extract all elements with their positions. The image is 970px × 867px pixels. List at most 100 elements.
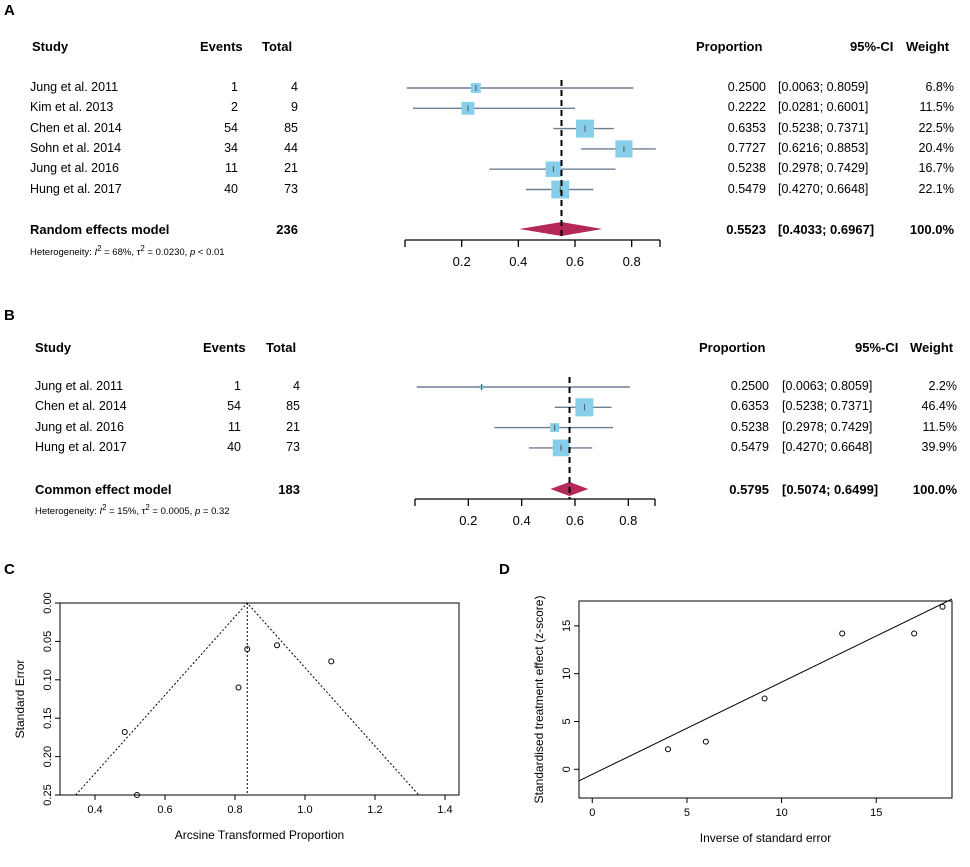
proportion-value: 0.2500	[730, 379, 769, 393]
x-tick-label: 0.2	[459, 513, 477, 528]
proportion-value: 0.6353	[727, 120, 766, 135]
ci-value: [0.2978; 0.7429]	[782, 419, 873, 434]
weight-value: 22.5%	[918, 120, 954, 135]
header-proportion: Proportion	[696, 39, 763, 54]
total-value: 4	[293, 379, 300, 393]
weight-value: 6.8%	[925, 80, 955, 94]
header-ci: 95%-CI	[850, 39, 894, 54]
weight-value: 11.5%	[922, 419, 957, 434]
x-tick-label: 0	[589, 807, 595, 819]
model-label: Common effect model	[35, 482, 172, 497]
model-proportion: 0.5523	[726, 222, 766, 237]
data-point	[939, 603, 946, 610]
panel-letter-c: C	[4, 561, 15, 578]
funnel-plot-c: 0.4 0.6 0.8 1.0 1.2 1.4 0.00 0.05 0.10 0.15 0.20 0.…	[13, 592, 460, 842]
radial-plot-d: 0 5 10 15 0 5 10 15 Inverse of standard error Sta…	[532, 596, 953, 845]
heterogeneity-text: Heterogeneity: I2 = 68%, τ2 = 0.0230, p …	[30, 244, 225, 259]
header-study: Study	[32, 39, 69, 54]
model-weight: 100.0%	[909, 222, 954, 237]
proportion-value: 0.2222	[727, 100, 766, 115]
model-ci: [0.5074; 0.6499]	[782, 482, 879, 497]
header-study: Study	[35, 340, 72, 355]
events-value: 1	[234, 379, 241, 393]
ci-value: [0.5238; 0.7371]	[778, 120, 869, 135]
y-tick-label: 0.10	[42, 669, 54, 690]
x-tick-label: 0.8	[623, 254, 641, 269]
weight-value: 11.5%	[919, 100, 954, 115]
total-value: 73	[286, 439, 300, 454]
x-tick-label: 0.4	[509, 254, 527, 269]
y-tick-label: 0.05	[42, 631, 54, 652]
y-tick-label: 0.20	[42, 746, 54, 767]
regression-line	[578, 598, 953, 782]
weight-value: 46.4%	[921, 399, 957, 414]
x-tick-label: 0.4	[87, 804, 102, 816]
heterogeneity-text: Heterogeneity: I2 = 15%, τ2 = 0.0005, p …	[35, 503, 230, 518]
x-tick-label: 0.2	[453, 254, 471, 269]
header-total: Total	[262, 39, 293, 54]
header-weight: Weight	[906, 39, 950, 54]
panel-letter-b: B	[4, 307, 15, 324]
panel-letter-d: D	[499, 561, 510, 578]
ci-value: [0.0063; 0.8059]	[782, 379, 873, 393]
weight-value: 39.9%	[921, 439, 957, 454]
proportion-value: 0.6353	[730, 399, 769, 414]
header-proportion: Proportion	[699, 340, 766, 355]
ci-value: [0.2978; 0.7429]	[778, 161, 869, 176]
model-proportion: 0.5795	[729, 482, 769, 497]
y-tick-label: 5	[561, 718, 573, 724]
study-label: Hung et al. 2017	[35, 439, 127, 454]
x-tick-label: 0.8	[227, 804, 242, 816]
study-label: Sohn et al. 2014	[30, 140, 122, 155]
x-tick-label: 0.6	[566, 513, 584, 528]
model-weight: 100.0%	[912, 482, 957, 497]
ci-value: [0.6216; 0.8853]	[778, 140, 869, 155]
y-axis-label: Standard Error	[13, 660, 27, 739]
data-point	[911, 630, 918, 637]
y-tick-label: 0	[561, 766, 573, 772]
study-label: Chen et al. 2014	[35, 399, 127, 414]
pooled-diamond	[519, 222, 603, 236]
model-label: Random effects model	[30, 222, 170, 237]
x-tick-label: 1.0	[297, 804, 312, 816]
total-value: 85	[286, 399, 300, 414]
events-value: 40	[224, 181, 238, 196]
ci-value: [0.0281; 0.6001]	[778, 100, 869, 115]
data-point	[328, 658, 335, 665]
data-point	[121, 729, 128, 736]
events-value: 11	[228, 419, 241, 434]
events-value: 11	[225, 161, 238, 176]
x-tick-label: 1.4	[437, 804, 452, 816]
model-ci: [0.4033; 0.6967]	[778, 222, 875, 237]
events-value: 54	[227, 399, 241, 414]
study-label: Chen et al. 2014	[30, 120, 122, 135]
header-ci: 95%-CI	[855, 340, 899, 355]
events-value: 2	[231, 100, 238, 115]
model-total: 183	[278, 482, 300, 497]
weight-value: 20.4%	[918, 140, 954, 155]
study-label: Jung et al. 2011	[35, 379, 124, 393]
proportion-value: 0.5238	[730, 419, 769, 434]
ci-value: [0.4270; 0.6648]	[778, 181, 869, 196]
data-point	[134, 792, 140, 798]
forest-graphic-b: 0.2 0.4 0.6 0.8	[414, 377, 656, 528]
proportion-value: 0.5479	[730, 439, 769, 454]
events-value: 34	[224, 140, 238, 155]
total-value: 73	[284, 181, 298, 196]
x-tick-label: 15	[870, 807, 882, 819]
header-events: Events	[200, 39, 243, 54]
proportion-value: 0.2500	[727, 80, 766, 94]
y-tick-label: 15	[561, 620, 573, 632]
x-tick-label: 1.2	[367, 804, 382, 816]
header-weight: Weight	[910, 340, 954, 355]
total-value: 21	[286, 419, 300, 434]
events-value: 1	[231, 80, 238, 94]
x-axis-label: Arcsine Transformed Proportion	[175, 828, 344, 842]
panel-letter-a: A	[4, 2, 15, 19]
y-tick-label: 0.25	[42, 784, 54, 805]
y-tick-label: 10	[561, 668, 573, 680]
plot-frame	[59, 602, 460, 796]
proportion-value: 0.5479	[727, 181, 766, 196]
model-total: 236	[276, 222, 298, 237]
header-total: Total	[266, 340, 297, 355]
